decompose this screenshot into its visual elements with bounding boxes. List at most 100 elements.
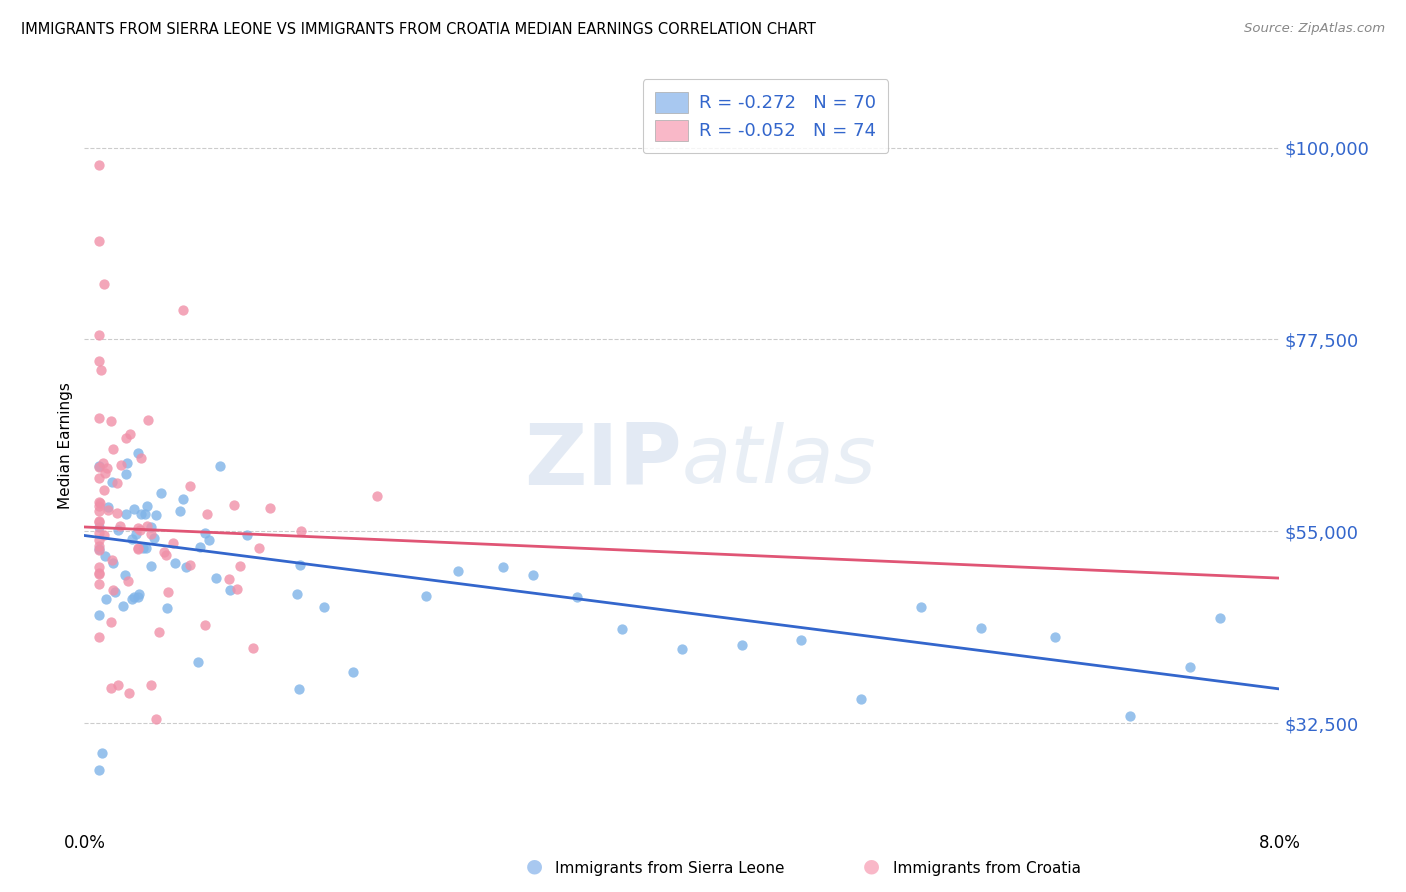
Point (139, 520, 162, 534)
Point (114, 508, 136, 522)
Point (90, 363, 112, 377)
Point (108, 519, 131, 533)
Point (89, 539, 111, 553)
Point (89, 328, 111, 343)
Point (112, 599, 135, 613)
Point (145, 508, 167, 523)
Point (127, 541, 149, 556)
Point (731, 638, 754, 652)
Point (242, 640, 264, 655)
Point (163, 557, 186, 571)
Point (96, 461, 118, 475)
Point (117, 456, 139, 470)
Point (162, 536, 184, 550)
Point (101, 475, 124, 489)
Point (122, 502, 145, 516)
Point (121, 591, 143, 606)
Point (910, 600, 932, 615)
Point (89, 542, 111, 557)
Point (94, 592, 117, 607)
Point (172, 492, 194, 507)
Point (136, 519, 159, 533)
Point (107, 678, 129, 692)
Point (89, 496, 111, 510)
Point (1045, 630, 1067, 644)
Point (790, 632, 813, 647)
Point (129, 508, 152, 522)
Point (117, 574, 139, 589)
Point (89, 542, 111, 557)
Text: Immigrants from Sierra Leone: Immigrants from Sierra Leone (555, 861, 785, 876)
Point (226, 582, 249, 597)
Point (153, 545, 176, 559)
Point (156, 601, 179, 615)
Point (104, 585, 127, 599)
Point (129, 450, 152, 465)
Point (89, 235, 111, 249)
Point (114, 568, 136, 582)
Point (101, 442, 124, 457)
Point (314, 599, 336, 614)
Point (91, 746, 114, 760)
Point (89, 504, 111, 518)
Point (97, 503, 120, 517)
Point (172, 302, 194, 317)
Point (567, 590, 589, 604)
Point (197, 533, 219, 547)
Point (93, 483, 115, 497)
Point (93, 466, 115, 480)
Point (101, 582, 124, 597)
Point (89, 566, 111, 581)
Point (179, 478, 201, 492)
Point (187, 656, 209, 670)
Point (148, 625, 170, 640)
Point (134, 507, 156, 521)
Point (121, 532, 143, 546)
Point (89, 494, 111, 508)
Point (128, 523, 150, 537)
Point (89, 460, 111, 475)
Point (100, 681, 122, 695)
Point (100, 615, 122, 629)
Point (89, 630, 111, 644)
Point (492, 559, 515, 574)
Text: ●: ● (526, 857, 543, 876)
Point (236, 528, 259, 542)
Point (194, 526, 217, 541)
Point (89, 411, 111, 425)
Y-axis label: Median Earnings: Median Earnings (58, 383, 73, 509)
Point (122, 590, 145, 604)
Point (522, 568, 544, 582)
Point (247, 541, 270, 555)
Point (179, 558, 201, 573)
Point (142, 531, 165, 545)
Point (89, 526, 111, 541)
Point (447, 564, 470, 578)
Point (115, 467, 138, 481)
Point (93, 277, 115, 291)
Point (219, 582, 242, 597)
Text: ●: ● (863, 857, 880, 876)
Point (612, 622, 634, 636)
Text: Source: ZipAtlas.com: Source: ZipAtlas.com (1244, 22, 1385, 36)
Point (89, 520, 111, 534)
Point (259, 501, 281, 516)
Text: IMMIGRANTS FROM SIERRA LEONE VS IMMIGRANTS FROM CROATIA MEDIAN EARNINGS CORRELAT: IMMIGRANTS FROM SIERRA LEONE VS IMMIGRAN… (21, 22, 815, 37)
Point (218, 572, 240, 586)
Point (93, 528, 115, 542)
Point (127, 590, 149, 604)
Point (288, 682, 311, 697)
Point (89, 514, 111, 528)
Point (193, 617, 215, 632)
Point (103, 556, 125, 570)
Point (89, 458, 111, 473)
Point (155, 548, 177, 562)
Point (110, 458, 132, 473)
Point (209, 459, 232, 474)
Point (851, 692, 873, 706)
Point (970, 621, 993, 635)
Point (118, 686, 141, 700)
Point (97, 500, 120, 514)
Point (89, 560, 111, 574)
Point (127, 521, 149, 535)
